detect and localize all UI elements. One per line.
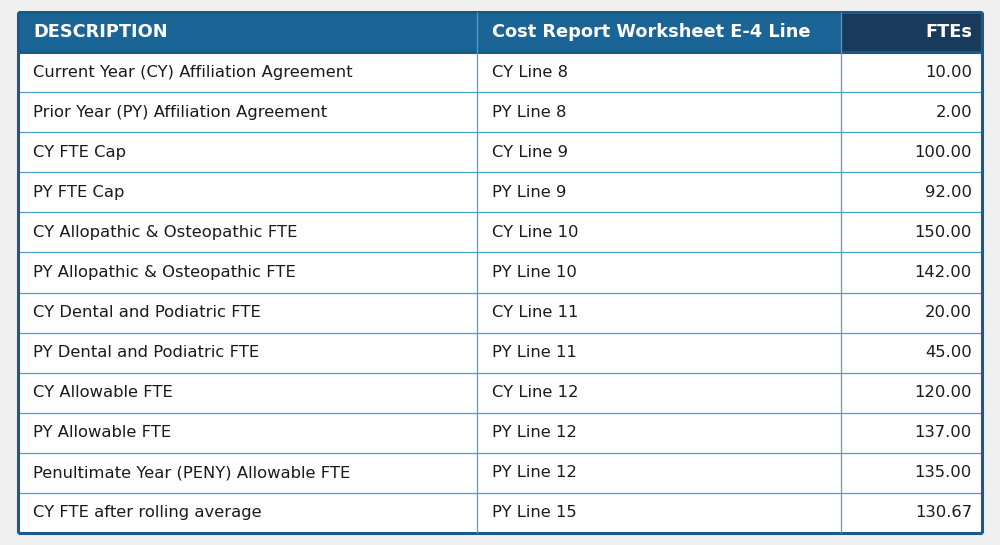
Text: CY Allowable FTE: CY Allowable FTE <box>33 385 173 400</box>
Bar <box>477 453 841 493</box>
Bar <box>841 493 982 533</box>
Bar <box>477 293 841 332</box>
Bar <box>18 12 477 52</box>
Bar <box>841 293 982 332</box>
Text: 137.00: 137.00 <box>915 425 972 440</box>
Bar <box>841 213 982 252</box>
Text: PY Allowable FTE: PY Allowable FTE <box>33 425 171 440</box>
Bar <box>18 453 477 493</box>
Text: PY Allopathic & Osteopathic FTE: PY Allopathic & Osteopathic FTE <box>33 265 296 280</box>
Bar <box>18 52 477 92</box>
Text: CY Line 11: CY Line 11 <box>492 305 578 320</box>
Text: 20.00: 20.00 <box>925 305 972 320</box>
Bar <box>477 132 841 172</box>
Text: CY Line 9: CY Line 9 <box>492 145 568 160</box>
Text: CY FTE after rolling average: CY FTE after rolling average <box>33 505 262 520</box>
Bar <box>18 293 477 332</box>
Text: PY Line 9: PY Line 9 <box>492 185 566 200</box>
Text: PY Line 8: PY Line 8 <box>492 105 566 120</box>
Text: 142.00: 142.00 <box>915 265 972 280</box>
Bar <box>841 252 982 293</box>
Bar <box>477 12 841 52</box>
Text: CY Line 12: CY Line 12 <box>492 385 578 400</box>
Bar <box>477 413 841 453</box>
Text: Cost Report Worksheet E-4 Line: Cost Report Worksheet E-4 Line <box>492 23 810 41</box>
Bar <box>841 373 982 413</box>
Text: CY Allopathic & Osteopathic FTE: CY Allopathic & Osteopathic FTE <box>33 225 297 240</box>
Text: CY Line 10: CY Line 10 <box>492 225 578 240</box>
Text: 92.00: 92.00 <box>925 185 972 200</box>
Text: Penultimate Year (PENY) Allowable FTE: Penultimate Year (PENY) Allowable FTE <box>33 465 350 480</box>
Text: PY Line 12: PY Line 12 <box>492 425 577 440</box>
Bar <box>18 92 477 132</box>
Text: 100.00: 100.00 <box>914 145 972 160</box>
Text: PY Line 11: PY Line 11 <box>492 345 577 360</box>
Bar <box>18 413 477 453</box>
Bar <box>18 213 477 252</box>
Text: PY Dental and Podiatric FTE: PY Dental and Podiatric FTE <box>33 345 259 360</box>
Text: 45.00: 45.00 <box>925 345 972 360</box>
Bar <box>841 453 982 493</box>
Bar <box>841 172 982 213</box>
Text: DESCRIPTION: DESCRIPTION <box>33 23 168 41</box>
Bar <box>477 332 841 373</box>
Bar <box>841 92 982 132</box>
Bar <box>18 493 477 533</box>
Bar <box>477 493 841 533</box>
Text: PY FTE Cap: PY FTE Cap <box>33 185 124 200</box>
Bar <box>18 132 477 172</box>
Bar <box>841 132 982 172</box>
Bar <box>18 332 477 373</box>
Text: Current Year (CY) Affiliation Agreement: Current Year (CY) Affiliation Agreement <box>33 65 353 80</box>
Bar <box>18 373 477 413</box>
Bar <box>841 332 982 373</box>
Bar <box>841 413 982 453</box>
Text: PY Line 15: PY Line 15 <box>492 505 577 520</box>
Text: 120.00: 120.00 <box>914 385 972 400</box>
Bar <box>477 172 841 213</box>
Text: 135.00: 135.00 <box>915 465 972 480</box>
Text: 10.00: 10.00 <box>925 65 972 80</box>
Text: FTEs: FTEs <box>925 23 972 41</box>
Text: 2.00: 2.00 <box>935 105 972 120</box>
Text: Prior Year (PY) Affiliation Agreement: Prior Year (PY) Affiliation Agreement <box>33 105 327 120</box>
Text: CY Line 8: CY Line 8 <box>492 65 568 80</box>
Text: CY Dental and Podiatric FTE: CY Dental and Podiatric FTE <box>33 305 261 320</box>
Text: 130.67: 130.67 <box>915 505 972 520</box>
Bar <box>18 172 477 213</box>
Bar <box>477 52 841 92</box>
Text: PY Line 10: PY Line 10 <box>492 265 577 280</box>
Bar <box>477 213 841 252</box>
Text: PY Line 12: PY Line 12 <box>492 465 577 480</box>
Bar <box>477 92 841 132</box>
Bar <box>18 252 477 293</box>
Bar <box>477 252 841 293</box>
Text: CY FTE Cap: CY FTE Cap <box>33 145 126 160</box>
Bar <box>841 12 982 52</box>
Text: 150.00: 150.00 <box>915 225 972 240</box>
Bar <box>841 52 982 92</box>
Bar <box>477 373 841 413</box>
